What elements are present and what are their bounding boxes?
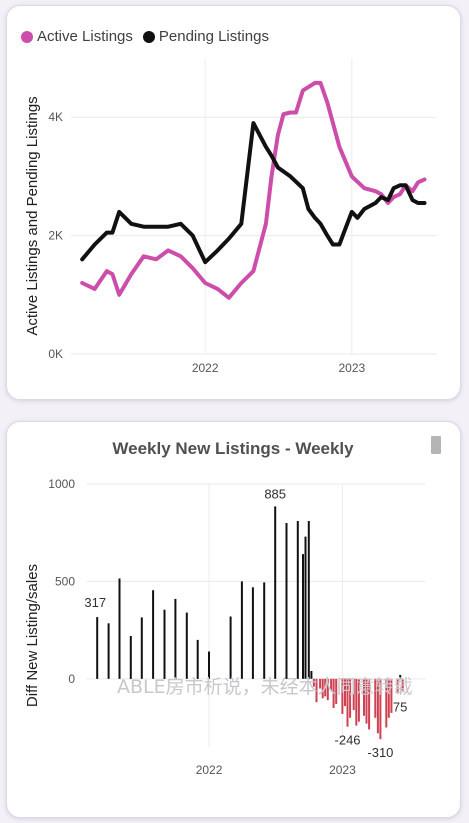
weekly-bar <box>326 678 329 701</box>
weekly-bar <box>152 590 155 679</box>
weekly-bar <box>379 678 382 740</box>
weekly-bar <box>251 587 254 679</box>
weekly-bar <box>346 678 349 727</box>
weekly-bar <box>240 581 243 679</box>
chart1-xtick-label: 2023 <box>338 361 365 375</box>
chart2-data-label: 885 <box>264 486 286 501</box>
legend-item-active[interactable]: Active Listings <box>21 28 133 45</box>
weekly-bar <box>349 678 352 718</box>
legend-dot-active <box>21 30 33 43</box>
weekly-bar <box>396 678 399 694</box>
legend-dot-pending <box>142 30 155 43</box>
weekly-bar <box>118 578 121 679</box>
chart2-data-label: -310 <box>367 745 393 760</box>
weekly-bar <box>352 678 355 710</box>
weekly-bar <box>376 678 379 734</box>
weekly-bar <box>304 536 307 679</box>
watermark-text: ABLE房市析说，未经本人同意转载 <box>117 676 413 698</box>
chart2-ytick-label: 0 <box>68 672 75 686</box>
chart1-ytick-label: 2K <box>48 229 63 243</box>
chart2-data-label: 317 <box>84 595 106 610</box>
weekly-bar <box>307 521 310 679</box>
chart2-data-label: -246 <box>335 733 361 748</box>
weekly-bar <box>344 678 346 707</box>
weekly-bar <box>312 678 315 687</box>
weekly-bar <box>363 678 365 716</box>
weekly-bar <box>163 609 166 679</box>
weekly-bar <box>315 678 318 703</box>
weekly-bar <box>296 521 299 679</box>
chart2-xtick-label: 2023 <box>329 763 356 777</box>
weekly-bar <box>196 639 199 679</box>
weekly-bar <box>274 506 277 679</box>
chart2-yaxis-title: Diff New Listing/sales <box>24 564 41 707</box>
chart2-svg: Weekly New Listings - Weekly 0 500 1000 2022… <box>24 439 425 777</box>
chart2-xtick-label: 2022 <box>196 763 223 777</box>
weekly-bar <box>355 678 358 726</box>
chart2-title: Weekly New Listings - Weekly <box>112 439 354 458</box>
weekly-bar <box>341 678 344 714</box>
weekly-bar <box>365 678 368 724</box>
weekly-bar <box>107 623 110 679</box>
weekly-bar <box>332 678 335 708</box>
weekly-bar <box>335 678 338 705</box>
weekly-bar <box>399 674 402 679</box>
active-pending-card: Active Listings Pending Listings 0K 2K 4K 2… <box>6 5 461 400</box>
active-listings-line <box>80 80 427 300</box>
chart2-scroll-handle[interactable] <box>431 436 441 454</box>
legend-label-active: Active Listings <box>37 28 133 45</box>
weekly-bar <box>330 678 333 691</box>
weekly-bar <box>321 678 324 699</box>
weekly-bar <box>385 678 388 728</box>
chart2-data-label: 75 <box>393 699 407 714</box>
weekly-bar <box>285 523 288 679</box>
weekly-bar <box>129 636 132 679</box>
weekly-new-listings-card: Weekly New Listings - Weekly 0 500 1000 2022… <box>6 421 461 818</box>
weekly-bar <box>368 678 371 730</box>
chart1-ytick-label: 0K <box>48 347 63 361</box>
chart1-xtick-label: 2022 <box>192 361 219 375</box>
weekly-bar <box>319 678 322 689</box>
weekly-bar <box>357 678 360 722</box>
weekly-bar <box>174 598 177 679</box>
weekly-bar <box>390 678 393 713</box>
weekly-bar <box>96 617 99 679</box>
weekly-bar <box>263 582 266 679</box>
weekly-bar <box>387 678 390 718</box>
weekly-bar <box>374 678 377 718</box>
weekly-bar <box>140 617 143 679</box>
legend-item-pending[interactable]: Pending Listings <box>142 28 269 45</box>
weekly-bar <box>324 678 327 697</box>
chart2-ytick-label: 1000 <box>48 477 75 491</box>
legend-label-pending: Pending Listings <box>158 28 269 45</box>
weekly-bar <box>401 678 404 691</box>
chart1-svg: 0K 2K 4K 2022 2023 Active Listings and Pendin… <box>24 58 437 375</box>
chart2-ytick-label: 500 <box>55 574 75 588</box>
chart1-legend[interactable]: Active Listings Pending Listings <box>21 28 279 45</box>
chart1-yaxis-title: Active Listings and Pending Listings <box>24 96 41 335</box>
weekly-bar <box>208 651 210 679</box>
weekly-bar <box>229 616 232 679</box>
weekly-bar <box>302 554 304 679</box>
weekly-bar <box>310 671 313 679</box>
pending-listings-line <box>80 121 427 265</box>
chart1-ytick-label: 4K <box>48 110 63 124</box>
weekly-bar <box>185 612 188 679</box>
